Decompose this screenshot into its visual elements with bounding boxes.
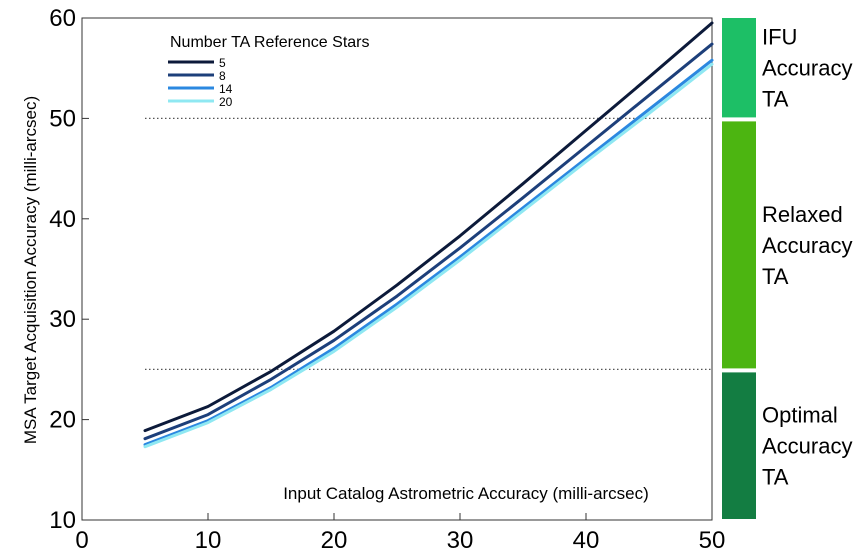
legend-label-20: 20 [219,95,233,109]
x-tick-label-50: 50 [699,527,726,554]
band-label-2-1: Accuracy [762,434,852,459]
y-tick-label-30: 30 [49,306,76,333]
band-label-0-1: Accuracy [762,56,852,81]
legend-title: Number TA Reference Stars [170,34,370,51]
x-tick-label-0: 0 [75,527,88,554]
y-tick-label-10: 10 [49,507,76,534]
y-tick-label-60: 60 [49,5,76,32]
band-bar-0 [722,18,756,118]
x-tick-label-10: 10 [195,527,222,554]
series-line-5 [143,21,714,433]
legend-label-5: 5 [219,56,226,70]
legend-label-8: 8 [219,69,226,83]
band-label-1-1: Accuracy [762,233,852,258]
y-tick-label-50: 50 [49,105,76,132]
band-label-1-2: TA [762,264,789,289]
series-line-8 [143,42,714,441]
x-tick-label-30: 30 [447,527,474,554]
band-label-2-2: TA [762,465,789,490]
series-line-14 [143,58,714,447]
plot-frame [81,17,713,521]
band-label-1-0: Relaxed [762,202,843,227]
y-tick-label-40: 40 [49,206,76,233]
x-tick-label-40: 40 [573,527,600,554]
y-axis-title: MSA Target Acquisition Accuracy (milli-a… [21,96,40,444]
band-label-0-0: IFU [762,25,797,50]
band-label-2-0: Optimal [762,403,838,428]
y-tick-label-20: 20 [49,407,76,434]
band-bar-2 [722,372,756,519]
band-bar-1 [722,121,756,369]
band-label-0-2: TA [762,87,789,112]
x-tick-label-20: 20 [321,527,348,554]
x-axis-title: Input Catalog Astrometric Accuracy (mill… [283,484,649,503]
series-line-20 [143,62,714,449]
legend-label-14: 14 [219,82,233,96]
